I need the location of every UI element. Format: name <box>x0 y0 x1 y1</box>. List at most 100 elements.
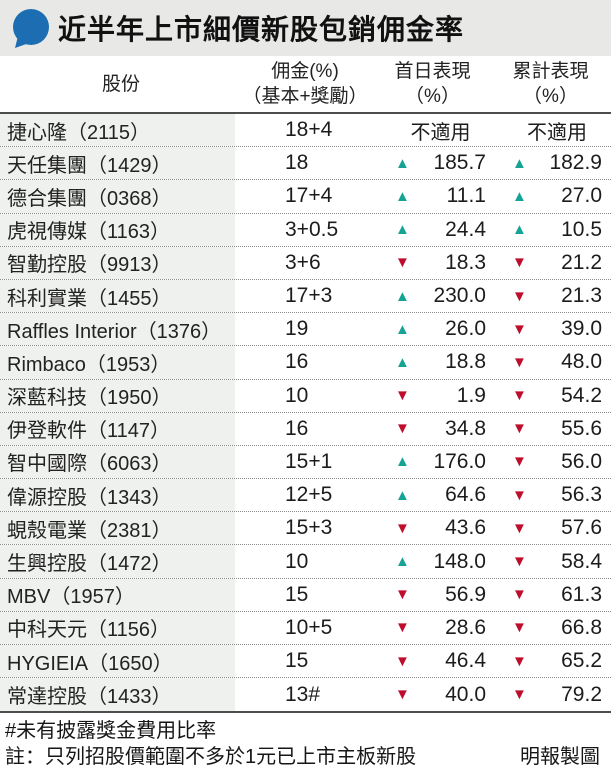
stock-name: MBV（1957） <box>0 578 235 611</box>
triangle-icon: ▲ <box>395 553 410 571</box>
cumulative-performance: ▼ 21.2 <box>512 250 602 274</box>
triangle-icon: ▼ <box>512 353 527 371</box>
cumulative-performance: ▼ 65.2 <box>512 649 602 673</box>
commission-value: 16 <box>285 350 309 374</box>
title-banner: 近半年上市細價新股包銷佣金率 <box>0 0 611 56</box>
table-row: 蜆殼電業（2381） 15+3 ▼ 43.6 ▼ 57.6 <box>0 512 611 546</box>
stock-name: 智勤控股（9913） <box>0 246 235 279</box>
footnote-hash: #未有披露獎金費用比率 <box>5 720 217 743</box>
header-stock: 股份 <box>101 73 140 95</box>
first-day-performance: ▲ 185.7 <box>395 151 486 175</box>
triangle-icon: ▼ <box>395 686 410 704</box>
stock-name: 智中國際（6063） <box>0 445 235 479</box>
stock-name: 天任集團（1429） <box>0 147 235 180</box>
stock-name: 虎視傳媒（1163） <box>0 213 235 246</box>
footnotes: #未有披露獎金費用比率 註：只列招股價範圍不多於1元已上市主板新股 明報製圖 <box>0 713 611 770</box>
commission-value: 15+3 <box>285 516 333 540</box>
triangle-icon: ▼ <box>512 553 527 571</box>
cumulative-performance: 不適用 <box>527 121 587 144</box>
triangle-icon: ▼ <box>512 387 527 405</box>
commission-value: 17+3 <box>285 284 333 308</box>
first-day-performance: ▲ 11.1 <box>395 184 486 208</box>
first-day-performance: ▼ 28.6 <box>395 615 486 639</box>
stock-name: Rimbaco（1953） <box>0 346 235 379</box>
first-day-performance: ▲ 230.0 <box>395 284 486 308</box>
commission-value: 12+5 <box>285 483 333 507</box>
first-day-performance: ▼ 43.6 <box>395 516 486 540</box>
cumulative-performance: ▲ 182.9 <box>512 151 602 175</box>
triangle-icon: ▼ <box>512 486 527 504</box>
first-day-performance: ▲ 64.6 <box>395 483 486 507</box>
triangle-icon: ▲ <box>395 320 410 338</box>
table-row: HYGIEIA（1650） 15 ▼ 46.4 ▼ 65.2 <box>0 645 611 679</box>
cumulative-performance: ▼ 55.6 <box>512 416 602 440</box>
table-row: 智中國際（6063） 15+1 ▲ 176.0 ▼ 56.0 <box>0 445 611 480</box>
first-day-performance: ▼ 18.3 <box>395 250 486 274</box>
table-row: 深藍科技（1950） 10 ▼ 1.9 ▼ 54.2 <box>0 379 611 413</box>
footnote-note: 註：只列招股價範圍不多於1元已上市主板新股 <box>5 746 417 769</box>
stock-name: Raffles Interior（1376） <box>0 313 235 346</box>
commission-value: 10 <box>285 549 309 573</box>
triangle-icon: ▼ <box>512 652 527 670</box>
triangle-icon: ▼ <box>395 652 410 670</box>
table-row: 常達控股（1433） 13# ▼ 40.0 ▼ 79.2 <box>0 678 611 712</box>
triangle-icon: ▲ <box>395 287 410 305</box>
triangle-icon: ▼ <box>395 254 410 272</box>
cumulative-performance: ▼ 39.0 <box>512 317 602 341</box>
table-row: MBV（1957） 15 ▼ 56.9 ▼ 61.3 <box>0 578 611 612</box>
commission-value: 10+5 <box>285 615 333 639</box>
stock-name: 德合集團（0368） <box>0 180 235 213</box>
commission-value: 3+6 <box>285 250 321 274</box>
triangle-icon: ▲ <box>395 221 410 239</box>
table-row: 科利實業（1455） 17+3 ▲ 230.0 ▼ 21.3 <box>0 279 611 314</box>
triangle-icon: ▼ <box>395 519 410 537</box>
table-row: 虎視傳媒（1163） 3+0.5 ▲ 24.4 ▲ 10.5 <box>0 213 611 247</box>
first-day-performance: ▲ 24.4 <box>395 217 486 241</box>
cumulative-performance: ▲ 27.0 <box>512 184 602 208</box>
first-day-performance: ▼ 34.8 <box>395 416 486 440</box>
cumulative-performance: ▼ 54.2 <box>512 383 602 407</box>
first-day-performance: ▲ 18.8 <box>395 350 486 374</box>
cumulative-performance: ▼ 79.2 <box>512 682 602 706</box>
speech-bubble-icon <box>10 7 50 51</box>
commission-value: 18+4 <box>285 118 333 142</box>
first-day-performance: ▲ 148.0 <box>395 549 486 573</box>
triangle-icon: ▲ <box>395 154 410 172</box>
cumulative-performance: ▼ 21.3 <box>512 284 602 308</box>
table-row: 偉源控股（1343） 12+5 ▲ 64.6 ▼ 56.3 <box>0 479 611 513</box>
cumulative-performance: ▼ 57.6 <box>512 516 602 540</box>
triangle-icon: ▼ <box>395 586 410 604</box>
triangle-icon: ▲ <box>512 221 527 239</box>
cumulative-performance: ▼ 48.0 <box>512 350 602 374</box>
first-day-performance: ▲ 176.0 <box>395 449 486 473</box>
table-body: 捷心隆（2115） 18+4 不適用 不適用 天任集團（1429） 18 ▲ 18… <box>0 112 611 714</box>
table-header: 股份 佣金(%) （基本+獎勵） 首日表現 （%） 累計表現 （%） <box>0 56 611 112</box>
table-row: 天任集團（1429） 18 ▲ 185.7 ▲ 182.9 <box>0 147 611 181</box>
first-day-performance: ▼ 40.0 <box>395 682 486 706</box>
table-row: 伊登軟件（1147） 16 ▼ 34.8 ▼ 55.6 <box>0 412 611 446</box>
triangle-icon: ▲ <box>512 154 527 172</box>
cumulative-performance: ▼ 66.8 <box>512 615 602 639</box>
first-day-performance: ▼ 1.9 <box>395 383 486 407</box>
page-title: 近半年上市細價新股包銷佣金率 <box>58 14 465 45</box>
first-day-performance: ▲ 26.0 <box>395 317 486 341</box>
stock-name: HYGIEIA（1650） <box>0 645 235 678</box>
cumulative-performance: ▼ 56.0 <box>512 449 602 473</box>
triangle-icon: ▲ <box>395 453 410 471</box>
stock-name: 伊登軟件（1147） <box>0 412 235 445</box>
table-row: Rimbaco（1953） 16 ▲ 18.8 ▼ 48.0 <box>0 346 611 380</box>
triangle-icon: ▲ <box>512 187 527 205</box>
first-day-performance: ▼ 56.9 <box>395 582 486 606</box>
triangle-icon: ▲ <box>395 187 410 205</box>
triangle-icon: ▼ <box>512 586 527 604</box>
table-row: Raffles Interior（1376） 19 ▲ 26.0 ▼ 39.0 <box>0 313 611 347</box>
header-commission: 佣金(%) （基本+獎勵） <box>242 61 368 107</box>
triangle-icon: ▼ <box>512 287 527 305</box>
cumulative-performance: ▼ 58.4 <box>512 549 602 573</box>
table-row: 生興控股（1472） 10 ▲ 148.0 ▼ 58.4 <box>0 545 611 579</box>
triangle-icon: ▼ <box>512 619 527 637</box>
stock-name: 科利實業（1455） <box>0 279 235 313</box>
commission-value: 18 <box>285 151 309 175</box>
commission-value: 19 <box>285 317 309 341</box>
commission-value: 17+4 <box>285 184 333 208</box>
